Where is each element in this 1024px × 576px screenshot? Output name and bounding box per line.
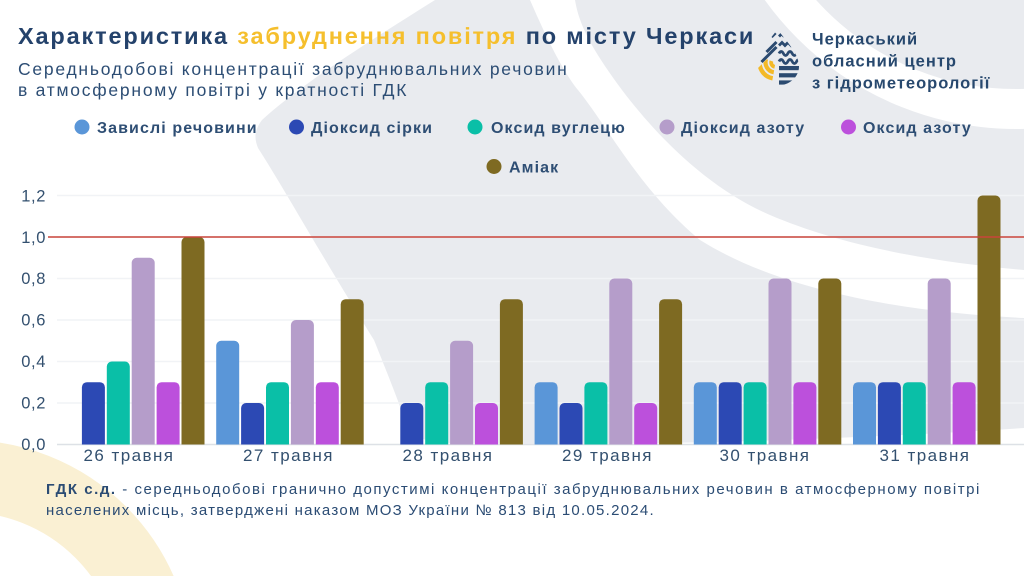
- svg-text:0,2: 0,2: [21, 395, 46, 413]
- svg-text:29 травня: 29 травня: [562, 446, 653, 465]
- svg-text:28 травня: 28 травня: [403, 446, 494, 465]
- svg-text:Оксид вуглецю: Оксид вуглецю: [491, 120, 626, 137]
- svg-text:0,6: 0,6: [21, 312, 46, 330]
- svg-text:26 травня: 26 травня: [84, 446, 175, 465]
- svg-text:Завислі речовини: Завислі речовини: [97, 120, 258, 137]
- svg-text:0,8: 0,8: [21, 270, 46, 288]
- svg-text:1,2: 1,2: [21, 188, 46, 206]
- svg-text:населених місць, затверджені н: населених місць, затверджені наказом МОЗ…: [46, 502, 655, 519]
- svg-text:з гідрометеорології: з гідрометеорології: [812, 75, 990, 93]
- svg-text:ГДК с.д. - середньодобові гран: ГДК с.д. - середньодобові гранично допус…: [46, 481, 981, 498]
- svg-text:обласний центр: обласний центр: [812, 53, 957, 71]
- svg-text:Оксид азоту: Оксид азоту: [863, 120, 972, 137]
- svg-text:0,4: 0,4: [21, 353, 46, 371]
- svg-text:в атмосферному повітрі у кратн: в атмосферному повітрі у кратності ГДК: [18, 80, 408, 100]
- svg-text:Середньодобові концентрації за: Середньодобові концентрації забруднюваль…: [18, 59, 569, 79]
- svg-text:1,0: 1,0: [21, 229, 46, 247]
- svg-text:Характеристика забруднення пов: Характеристика забруднення повітря по мі…: [18, 23, 755, 49]
- svg-text:31 травня: 31 травня: [880, 446, 971, 465]
- svg-text:27 травня: 27 травня: [243, 446, 334, 465]
- svg-text:0,0: 0,0: [21, 436, 46, 454]
- svg-text:Черкаський: Черкаський: [812, 31, 918, 49]
- svg-text:Діоксид сірки: Діоксид сірки: [311, 120, 433, 137]
- svg-text:Аміак: Аміак: [509, 160, 559, 177]
- svg-text:Діоксид азоту: Діоксид азоту: [681, 120, 805, 137]
- svg-text:30 травня: 30 травня: [720, 446, 811, 465]
